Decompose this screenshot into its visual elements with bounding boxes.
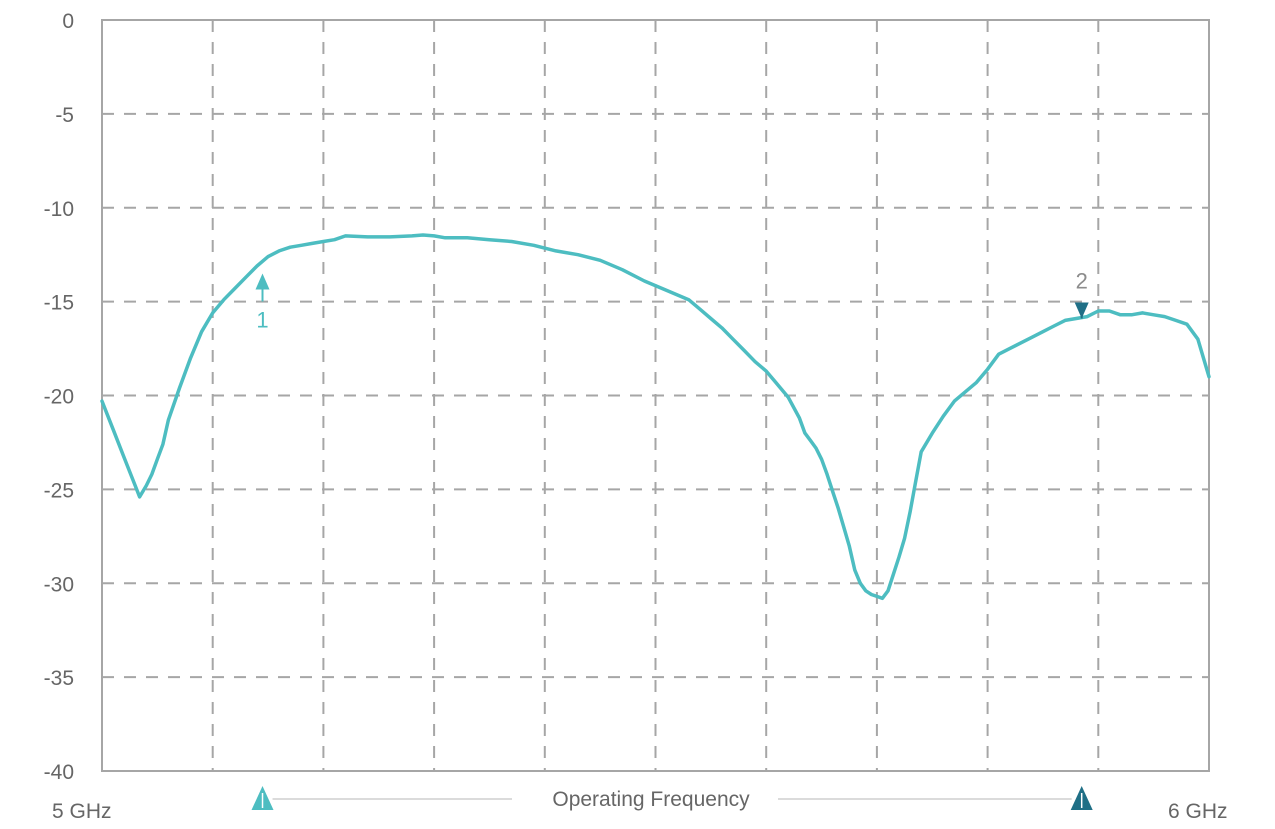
x-tick-label-start: 5 GHz [52,800,112,823]
plot-frame [101,19,1210,772]
x-tick-label-end: 6 GHz [1168,800,1228,823]
y-tick-labels: 0 -5 -10 -15 -20 -25 -30 -35 -40 [44,10,74,784]
y-tick-label: -25 [44,479,74,502]
grid [102,20,1209,771]
series-layer [100,233,1211,601]
axes [101,19,1210,772]
band-markers [251,786,1093,810]
y-tick-label: -30 [44,573,74,596]
marker-label: 2 [1076,269,1088,294]
y-tick-label: -20 [44,386,74,409]
y-tick-label: -40 [44,761,74,784]
y-tick-label: -5 [55,104,74,127]
y-tick-label: -15 [44,292,74,315]
x-axis-labels: 5 GHz 6 GHz Operating Frequency [52,788,1228,823]
marker-label: 1 [256,307,268,332]
marker-arrow-up [255,273,270,290]
marker-layer: 12 [255,269,1089,332]
y-tick-label: 0 [62,10,74,33]
y-tick-label: -10 [44,198,74,221]
y-tick-label: -35 [44,667,74,690]
x-axis-label: Operating Frequency [552,788,750,811]
series-line [100,233,1211,601]
